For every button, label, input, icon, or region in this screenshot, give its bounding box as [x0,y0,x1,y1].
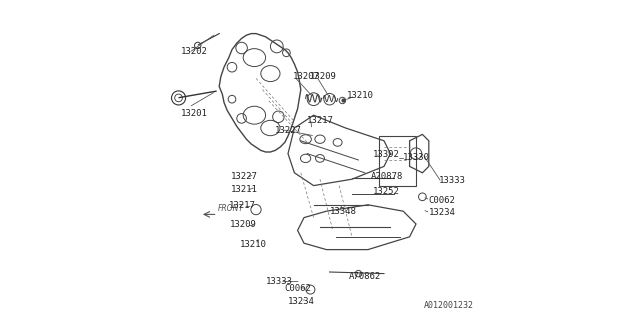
Text: 13234: 13234 [429,208,456,217]
Text: 13209: 13209 [230,220,257,229]
Text: 13209: 13209 [310,72,337,81]
Text: 13252: 13252 [372,187,399,196]
Text: 13227: 13227 [275,126,302,135]
Text: C0062: C0062 [429,196,456,204]
Text: A70862: A70862 [349,272,381,281]
Text: 13210: 13210 [347,91,374,100]
Text: 13201: 13201 [181,109,207,118]
Text: 13392: 13392 [372,150,399,159]
Text: 13217: 13217 [229,201,255,210]
Text: A20878: A20878 [371,172,403,180]
Text: 13234: 13234 [287,297,314,306]
Text: A012001232: A012001232 [424,301,474,310]
Text: 13217: 13217 [307,116,334,124]
Text: 13227: 13227 [230,172,257,181]
Text: 13202: 13202 [181,47,207,56]
Text: 13333: 13333 [438,176,465,185]
Text: 13211: 13211 [230,185,257,194]
Text: C0062: C0062 [285,284,312,293]
Text: 13207: 13207 [292,72,319,81]
Text: FRONT: FRONT [218,204,244,213]
Text: 13330: 13330 [403,153,430,162]
Text: 13348: 13348 [330,207,356,216]
Text: 13210: 13210 [240,240,267,249]
Text: 13333: 13333 [266,277,292,286]
Bar [380,136,416,186]
